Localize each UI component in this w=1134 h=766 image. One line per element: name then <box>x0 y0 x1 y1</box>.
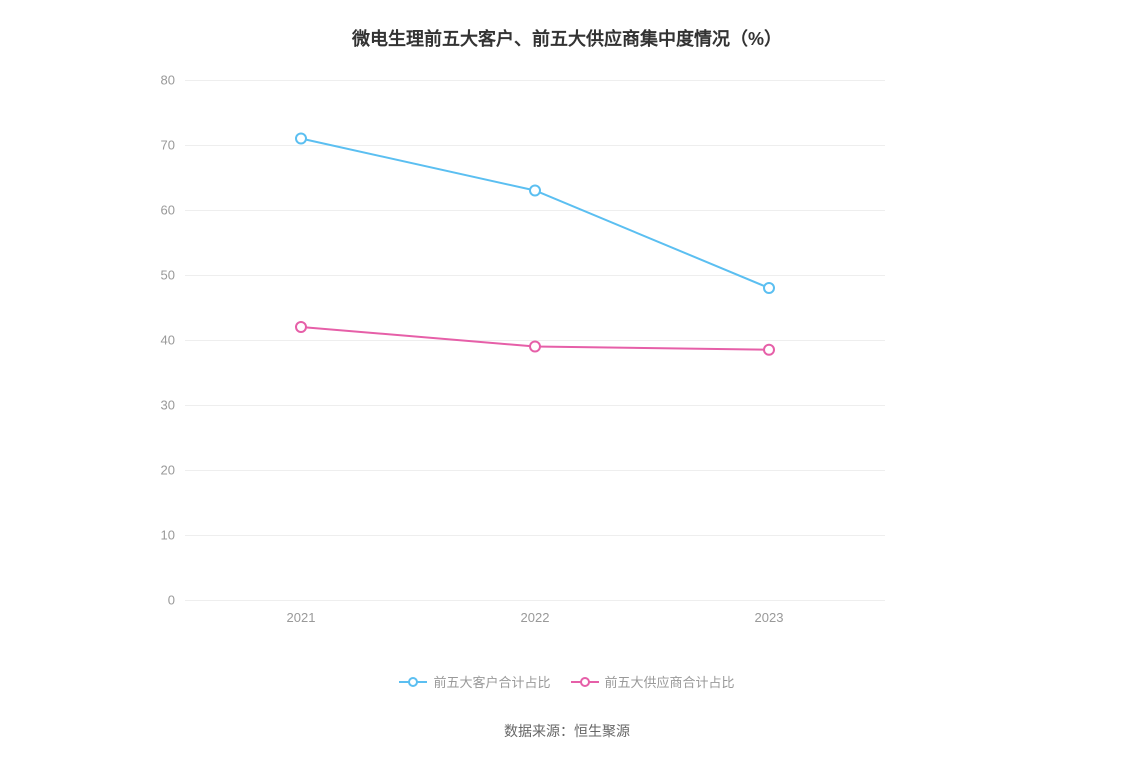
series-line-0 <box>301 139 769 289</box>
chart-title: 微电生理前五大客户、前五大供应商集中度情况（%） <box>0 0 1134 61</box>
series-marker-0-0 <box>296 134 306 144</box>
x-axis-tick-label: 2023 <box>755 610 784 625</box>
y-axis-tick-label: 20 <box>161 463 175 478</box>
series-marker-1-1 <box>530 342 540 352</box>
y-axis-tick-label: 30 <box>161 398 175 413</box>
y-axis-tick-label: 0 <box>168 593 175 608</box>
x-axis-tick-label: 2022 <box>521 610 550 625</box>
y-axis-tick-label: 50 <box>161 268 175 283</box>
x-axis-tick-label: 2021 <box>287 610 316 625</box>
y-axis-tick-label: 10 <box>161 528 175 543</box>
legend-marker-customers <box>399 676 427 688</box>
legend-item-customers: 前五大客户合计占比 <box>399 672 550 691</box>
y-axis-tick-label: 70 <box>161 138 175 153</box>
y-axis-tick-label: 60 <box>161 203 175 218</box>
legend: 前五大客户合计占比 前五大供应商合计占比 <box>0 672 1134 691</box>
legend-label-suppliers: 前五大供应商合计占比 <box>605 672 735 691</box>
chart-container: 微电生理前五大客户、前五大供应商集中度情况（%） 010203040506070… <box>0 0 1134 766</box>
series-marker-1-0 <box>296 322 306 332</box>
legend-label-customers: 前五大客户合计占比 <box>433 672 550 691</box>
series-marker-1-2 <box>764 345 774 355</box>
y-axis-tick-label: 80 <box>161 73 175 88</box>
data-source: 数据来源：恒生聚源 <box>0 721 1134 741</box>
legend-item-suppliers: 前五大供应商合计占比 <box>571 672 735 691</box>
y-axis-tick-label: 40 <box>161 333 175 348</box>
series-marker-0-1 <box>530 186 540 196</box>
grid-line <box>185 600 885 601</box>
series-marker-0-2 <box>764 283 774 293</box>
legend-marker-suppliers <box>571 676 599 688</box>
chart-svg <box>185 80 885 600</box>
plot-area: 01020304050607080 202120222023 <box>185 80 885 600</box>
